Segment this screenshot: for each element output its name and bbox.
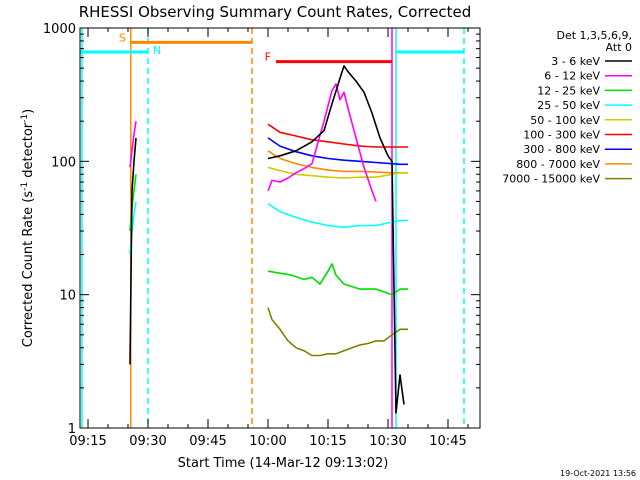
legend-label-6: 300 - 800 keV xyxy=(523,143,600,156)
series-line-6-0 xyxy=(267,137,408,166)
y-tick-label-3: 1000 xyxy=(43,22,76,37)
legend-label-5: 100 - 300 keV xyxy=(523,129,600,142)
series-line-3-1 xyxy=(267,203,408,229)
night-bar-label: N xyxy=(153,44,161,57)
plot-area: N S F xyxy=(80,28,465,428)
legend-header-line1: Det 1,3,5,6,9, xyxy=(556,29,632,42)
x-tick-label-1: 09:30 xyxy=(129,434,166,449)
legend-label-3: 25 - 50 keV xyxy=(537,99,600,112)
legend-header-line2: Att 0 xyxy=(606,41,632,54)
legend-label-8: 7000 - 15000 keV xyxy=(502,173,600,186)
y-axis-label-exp2: -1 xyxy=(20,114,30,123)
legend-label-2: 12 - 25 keV xyxy=(537,84,600,97)
legend-label-7: 800 - 7000 keV xyxy=(516,158,600,171)
plot-frame xyxy=(79,27,481,429)
series-line-7-0 xyxy=(267,150,408,174)
y-axis-label-mid: detector xyxy=(21,122,36,182)
series-line-0-0 xyxy=(129,137,137,365)
footer-timestamp: 19-Oct-2021 13:56 xyxy=(560,469,636,478)
y-axis-label-exp1: -1 xyxy=(20,182,30,191)
y-tick-label-0: 1 xyxy=(68,422,76,437)
axes: 09:15 09:30 09:45 10:00 10:15 10:30 10:45 1 10 10… xyxy=(43,22,481,449)
x-tick-label-5: 10:30 xyxy=(369,434,406,449)
x-tick-label-3: 10:00 xyxy=(249,434,286,449)
legend-label-1: 6 - 12 keV xyxy=(544,70,600,83)
series-line-1-0 xyxy=(129,121,137,168)
series-line-0-1 xyxy=(267,65,405,414)
series-line-8-0 xyxy=(267,307,408,357)
legend: Det 1,3,5,6,9,Att 0 3 - 6 keV 6 - 12 keV12… xyxy=(502,29,632,186)
x-tick-label-0: 09:15 xyxy=(69,434,106,449)
x-axis-label: Start Time (14-Mar-12 09:13:02) xyxy=(178,456,389,471)
y-tick-label-1: 10 xyxy=(59,289,76,304)
flag-bar-label-s: S xyxy=(119,31,126,44)
y-axis-label-base: Corrected Count Rate (s xyxy=(21,191,36,348)
y-axis-label: Corrected Count Rate (s-1 detector-1) xyxy=(20,109,36,347)
chart-title: RHESSI Observing Summary Count Rates, Co… xyxy=(79,3,472,21)
x-tick-label-6: 10:45 xyxy=(429,434,466,449)
x-tick-label-2: 09:45 xyxy=(189,434,226,449)
flag-bar-label-f: F xyxy=(265,51,271,64)
series-line-4-0 xyxy=(267,166,408,179)
y-tick-label-2: 100 xyxy=(51,155,76,170)
series-line-2-1 xyxy=(267,263,408,296)
series-line-1-1 xyxy=(267,83,377,202)
x-tick-label-4: 10:15 xyxy=(309,434,346,449)
y-axis-label-close: ) xyxy=(21,109,36,114)
legend-label-0: 3 - 6 keV xyxy=(551,55,600,68)
series-line-5-0 xyxy=(267,123,408,148)
series-group xyxy=(129,65,408,414)
legend-label-4: 50 - 100 keV xyxy=(530,114,600,127)
